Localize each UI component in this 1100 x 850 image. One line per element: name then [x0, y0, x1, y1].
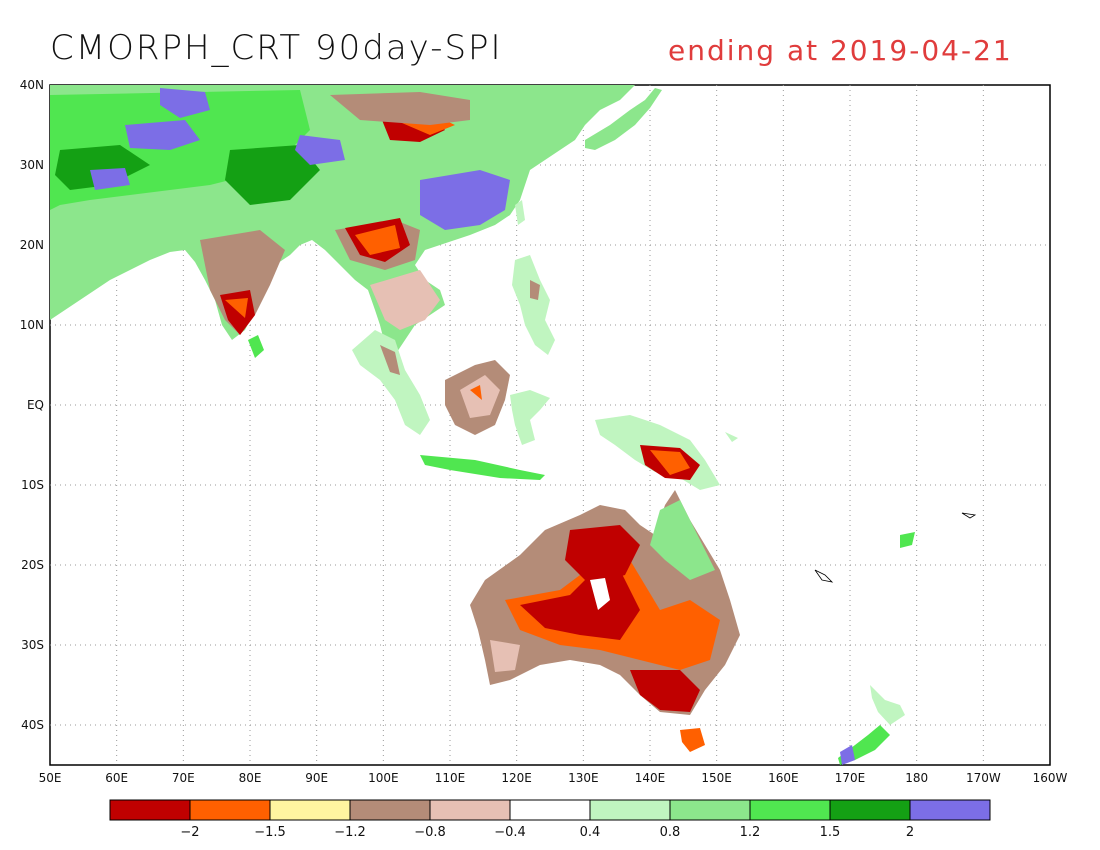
- colorbar-labels: −2 −1.5 −1.2 −0.8 −0.4 0.4 0.8 1.2 1.5 2: [180, 825, 914, 840]
- colorbar-swatch: [669, 799, 751, 821]
- lat-label: 20N: [20, 238, 44, 252]
- colorbar-label: −1.5: [254, 825, 286, 840]
- colorbar-swatch: [589, 799, 671, 821]
- colorbar-label: −2: [180, 825, 199, 840]
- colorbar-label: 2: [906, 825, 914, 840]
- colorbar-swatch: [189, 799, 271, 821]
- colorbar-label: −0.8: [414, 825, 446, 840]
- lon-label: 110E: [435, 771, 466, 785]
- pacific-islands: [725, 432, 977, 583]
- lat-label: 10N: [20, 318, 44, 332]
- colorbar-label: 1.5: [820, 825, 841, 840]
- new-zealand: [838, 685, 905, 765]
- lon-label: 80E: [239, 771, 262, 785]
- lon-label: 100E: [368, 771, 399, 785]
- lon-label: 90E: [305, 771, 328, 785]
- colorbar-label: −0.4: [494, 825, 526, 840]
- australia: [470, 490, 740, 752]
- lat-label: 40S: [21, 718, 44, 732]
- map-title: CMORPH_CRT 90day-SPI: [50, 28, 503, 68]
- lat-label: 20S: [21, 558, 44, 572]
- colorbar-swatch: [749, 799, 831, 821]
- lat-label: 30N: [20, 158, 44, 172]
- lon-label: 160E: [768, 771, 799, 785]
- lon-label: 170E: [835, 771, 866, 785]
- lon-label: 150E: [701, 771, 732, 785]
- lat-label: 30S: [21, 638, 44, 652]
- lat-label: 40N: [20, 78, 44, 92]
- lon-label: 160W: [1033, 771, 1068, 785]
- colorbar-swatch: [429, 799, 511, 821]
- colorbar-label: 0.4: [580, 825, 601, 840]
- colorbar-swatch: [909, 799, 991, 821]
- lat-label: EQ: [27, 398, 44, 412]
- sri-lanka: [248, 335, 264, 358]
- colorbar: [109, 799, 991, 821]
- colorbar-label: −1.2: [334, 825, 366, 840]
- lon-label: 70E: [172, 771, 195, 785]
- colorbar-swatch: [269, 799, 351, 821]
- new-guinea: [595, 415, 720, 490]
- maritime-southeast-asia: [352, 330, 550, 480]
- colorbar-swatch: [109, 799, 191, 821]
- colorbar-label: 0.8: [660, 825, 681, 840]
- lon-label: 120E: [501, 771, 532, 785]
- lon-label: 130E: [568, 771, 599, 785]
- latitude-labels: 40N 30N 20N 10N EQ 10S 20S 30S 40S: [20, 78, 44, 732]
- longitude-labels: 50E 60E 70E 80E 90E 100E 110E 120E 130E 140E 150E 1…: [39, 771, 1068, 785]
- map-subtitle: ending at 2019-04-21: [668, 34, 1013, 67]
- lon-label: 50E: [39, 771, 62, 785]
- lon-label: 170W: [966, 771, 1001, 785]
- colorbar-swatch: [349, 799, 431, 821]
- colorbar-label: 1.2: [740, 825, 761, 840]
- colorbar-swatch: [509, 799, 591, 821]
- asia-landmass: [50, 85, 635, 355]
- lat-label: 10S: [21, 478, 44, 492]
- lon-label: 60E: [105, 771, 128, 785]
- philippines: [512, 200, 555, 355]
- lon-label: 180: [905, 771, 928, 785]
- colorbar-swatch: [829, 799, 911, 821]
- lon-label: 140E: [635, 771, 666, 785]
- japan: [585, 88, 662, 150]
